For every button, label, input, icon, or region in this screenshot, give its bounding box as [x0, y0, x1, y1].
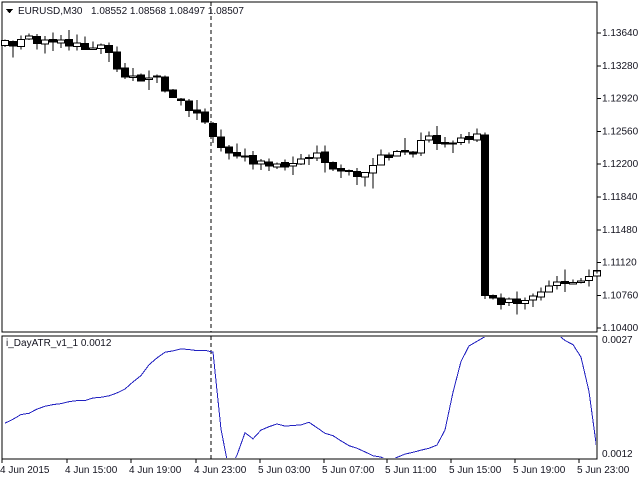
- svg-text:4 Jun 15:00: 4 Jun 15:00: [65, 465, 118, 476]
- svg-text:5 Jun 11:00: 5 Jun 11:00: [385, 465, 437, 476]
- svg-text:5 Jun 03:00: 5 Jun 03:00: [258, 465, 311, 476]
- svg-text:1.13640: 1.13640: [602, 28, 639, 39]
- svg-text:1.10760: 1.10760: [602, 290, 639, 301]
- svg-text:1.12920: 1.12920: [602, 94, 639, 105]
- svg-text:1.10400: 1.10400: [602, 323, 639, 334]
- svg-text:1.12200: 1.12200: [602, 159, 639, 170]
- svg-text:1.12560: 1.12560: [602, 126, 639, 137]
- svg-text:5 Jun 07:00: 5 Jun 07:00: [322, 465, 375, 476]
- svg-text:5 Jun 23:00: 5 Jun 23:00: [577, 465, 630, 476]
- svg-text:1.11840: 1.11840: [602, 192, 638, 203]
- svg-text:5 Jun 15:00: 5 Jun 15:00: [449, 465, 502, 476]
- svg-text:1.13280: 1.13280: [602, 61, 639, 72]
- svg-text:0.0012: 0.0012: [602, 449, 633, 460]
- svg-text:1.08552 1.08568 1.08497 1.0850: 1.08552 1.08568 1.08497 1.08507: [91, 6, 244, 17]
- svg-text:i_DayATR_v1_1 0.0012: i_DayATR_v1_1 0.0012: [6, 338, 112, 349]
- svg-text:4 Jun 19:00: 4 Jun 19:00: [129, 465, 182, 476]
- svg-text:0.0027: 0.0027: [602, 335, 633, 346]
- svg-text:4 Jun 23:00: 4 Jun 23:00: [194, 465, 247, 476]
- svg-text:4 Jun 2015: 4 Jun 2015: [0, 465, 50, 476]
- svg-text:1.11480: 1.11480: [602, 225, 638, 236]
- svg-text:1.11120: 1.11120: [602, 258, 637, 269]
- svg-text:EURUSD,M30: EURUSD,M30: [18, 6, 83, 17]
- svg-text:5 Jun 19:00: 5 Jun 19:00: [513, 465, 566, 476]
